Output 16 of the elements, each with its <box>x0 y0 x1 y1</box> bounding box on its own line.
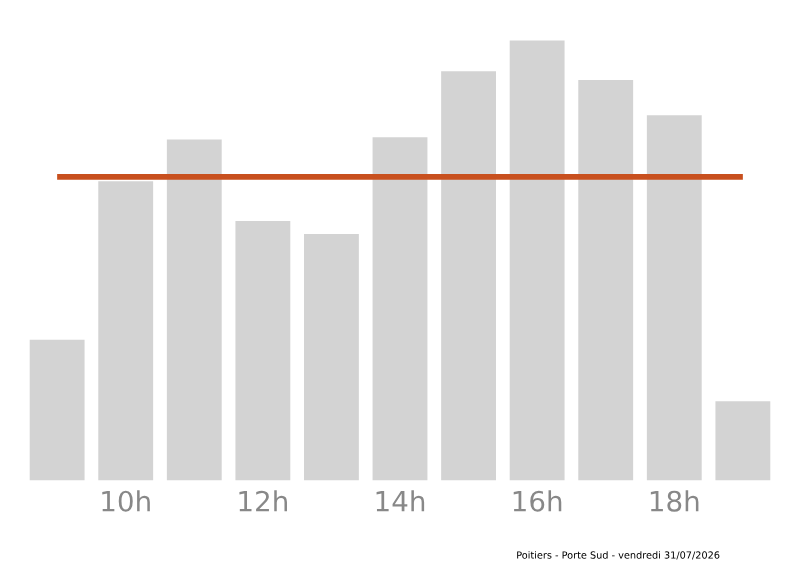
bar <box>646 115 702 481</box>
x-tick-label: 16h <box>513 490 562 512</box>
bar <box>98 181 154 481</box>
bar <box>166 139 222 481</box>
bar <box>441 71 496 481</box>
bar <box>235 220 291 481</box>
bar <box>715 401 771 481</box>
bar <box>578 80 634 481</box>
x-tick-label: 18h <box>650 490 699 512</box>
bar <box>509 40 565 481</box>
bar <box>29 339 85 481</box>
x-tick-label: 10h <box>102 490 150 512</box>
bar <box>304 234 359 481</box>
x-tick-label: 12h <box>239 490 287 512</box>
bar <box>372 137 428 481</box>
x-tick-label: 14h <box>376 490 425 512</box>
